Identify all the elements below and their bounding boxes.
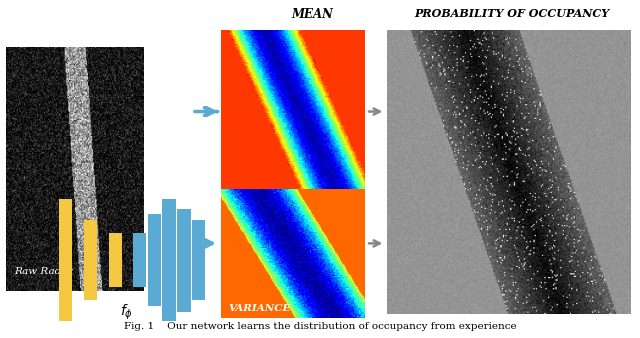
- Bar: [148, 214, 161, 307]
- Bar: [133, 233, 146, 287]
- Bar: [59, 199, 72, 321]
- Text: Fig. 1    Our network learns the distribution of occupancy from experience: Fig. 1 Our network learns the distributi…: [124, 322, 516, 331]
- Bar: [192, 220, 205, 300]
- Bar: [177, 209, 191, 312]
- Bar: [109, 233, 122, 287]
- Text: Raw Radar: Raw Radar: [15, 267, 73, 276]
- Text: MEAN: MEAN: [291, 8, 333, 21]
- Text: PROBABILITY OF OCCUPANCY: PROBABILITY OF OCCUPANCY: [414, 8, 610, 20]
- Text: VARIANCE: VARIANCE: [228, 304, 291, 313]
- Text: $f_\phi$: $f_\phi$: [120, 303, 133, 322]
- Bar: [84, 220, 97, 300]
- Bar: [163, 199, 176, 321]
